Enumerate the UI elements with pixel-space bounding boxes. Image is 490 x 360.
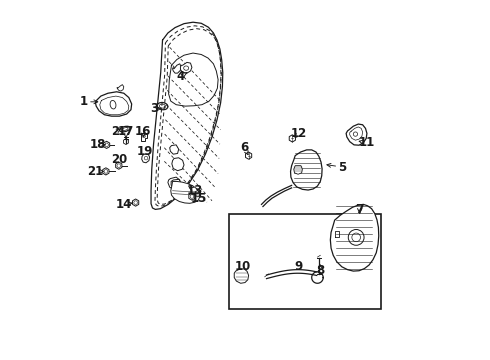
Text: 21: 21 <box>87 165 103 178</box>
Text: 18: 18 <box>90 138 106 150</box>
Text: 16: 16 <box>135 125 151 138</box>
Polygon shape <box>117 85 124 91</box>
Polygon shape <box>234 269 248 283</box>
Text: 9: 9 <box>294 260 303 273</box>
Text: 17: 17 <box>118 125 134 138</box>
Polygon shape <box>141 134 147 141</box>
Text: 5: 5 <box>339 161 346 174</box>
Text: 13: 13 <box>187 184 203 197</box>
Text: 3: 3 <box>150 103 159 116</box>
Bar <box>229 214 381 309</box>
Polygon shape <box>291 150 322 190</box>
Text: 10: 10 <box>235 260 251 273</box>
Polygon shape <box>180 62 192 73</box>
Text: 15: 15 <box>190 192 207 205</box>
Text: 12: 12 <box>291 127 307 140</box>
Polygon shape <box>96 92 132 116</box>
Text: 2: 2 <box>111 125 119 139</box>
Text: 1: 1 <box>79 95 88 108</box>
Text: 20: 20 <box>111 153 127 166</box>
Text: 4: 4 <box>176 69 185 82</box>
Polygon shape <box>168 177 180 189</box>
Text: 11: 11 <box>359 136 375 149</box>
Polygon shape <box>171 179 180 188</box>
Polygon shape <box>170 145 179 154</box>
Polygon shape <box>171 181 200 203</box>
Text: 14: 14 <box>116 198 132 211</box>
Polygon shape <box>294 166 302 174</box>
Polygon shape <box>142 154 149 163</box>
Polygon shape <box>346 124 367 145</box>
Text: 8: 8 <box>316 264 324 277</box>
Text: 7: 7 <box>355 203 364 216</box>
Polygon shape <box>172 64 181 73</box>
Text: 6: 6 <box>240 141 248 154</box>
Text: 19: 19 <box>137 145 153 158</box>
Polygon shape <box>330 204 379 271</box>
Polygon shape <box>172 158 184 171</box>
